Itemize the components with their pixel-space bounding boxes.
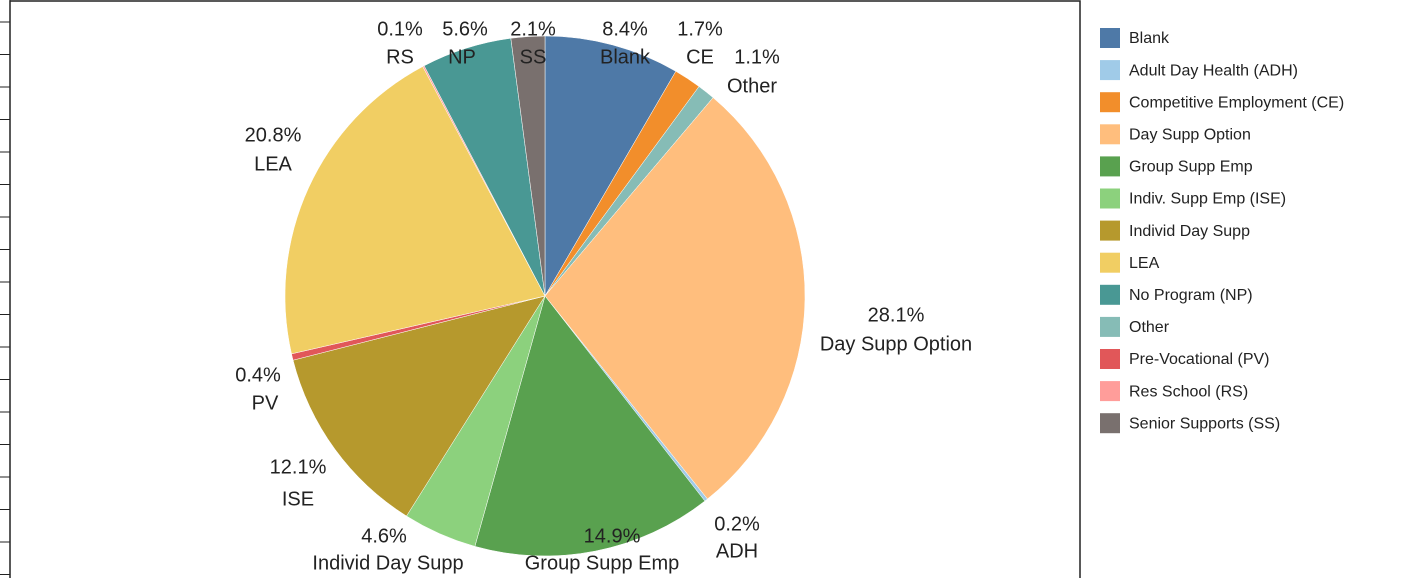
legend-swatch	[1100, 413, 1120, 434]
slice-label: Group Supp Emp	[525, 552, 680, 574]
slice-label: PV	[252, 392, 279, 414]
legend-swatch	[1100, 156, 1120, 177]
data-label: 0.1%	[377, 18, 423, 40]
pie-slice	[292, 295, 546, 517]
slice-label: Day Supp Option	[820, 333, 972, 355]
slice-label: SS	[520, 46, 547, 68]
legend-label: Competitive Employment (CE)	[1129, 94, 1344, 111]
slice-label: CE	[686, 46, 714, 68]
slice-label: Other	[727, 75, 777, 97]
legend-swatch	[1100, 252, 1120, 273]
legend-label: Individ Day Supp	[1129, 223, 1250, 240]
data-label: 4.6%	[361, 525, 407, 547]
legend-swatch	[1100, 220, 1120, 241]
data-label: 0.4%	[235, 364, 281, 386]
legend-label: Group Supp Emp	[1129, 159, 1253, 176]
legend-swatch	[1100, 92, 1120, 113]
legend-label: Senior Supports (SS)	[1129, 415, 1280, 432]
legend-label: Blank	[1129, 30, 1170, 47]
slice-label: Individ Day Supp	[312, 552, 463, 574]
slice-label: ISE	[282, 488, 314, 510]
slice-label: NP	[448, 46, 476, 68]
data-label: 28.1%	[868, 304, 925, 326]
pie-slice	[474, 295, 706, 557]
slice-label: ADH	[716, 540, 758, 562]
legend-label: Indiv. Supp Emp (ISE)	[1129, 191, 1286, 208]
slice-label: LEA	[254, 153, 292, 175]
pie-slice	[284, 66, 546, 355]
legend-swatch	[1100, 349, 1120, 369]
legend-swatch	[1100, 316, 1120, 337]
legend-swatch	[1100, 60, 1120, 81]
legend-label: No Program (NP)	[1129, 287, 1253, 304]
legend-swatch	[1100, 284, 1120, 305]
legend-label: Day Supp Option	[1129, 127, 1251, 144]
pie-slice	[510, 35, 546, 297]
legend-label: Res School (RS)	[1129, 383, 1248, 400]
data-label: 1.1%	[734, 46, 780, 68]
data-label: 0.2%	[714, 513, 760, 535]
legend-label: Other	[1129, 319, 1170, 336]
data-label: 2.1%	[510, 18, 556, 40]
data-label: 20.8%	[245, 124, 302, 146]
legend-swatch	[1100, 28, 1120, 48]
left-ticks	[0, 21, 10, 575]
data-label: 12.1%	[270, 456, 327, 478]
data-label: 1.7%	[677, 18, 723, 40]
legend-swatch	[1100, 188, 1120, 209]
legend-label: LEA	[1129, 255, 1160, 272]
data-label: 8.4%	[602, 18, 648, 40]
data-label: 5.6%	[442, 18, 488, 40]
slice-label: RS	[386, 46, 414, 68]
legend-label: Adult Day Health (ADH)	[1129, 62, 1298, 79]
slice-label: Blank	[600, 46, 651, 68]
legend-swatch	[1100, 381, 1120, 402]
legend-label: Pre-Vocational (PV)	[1129, 351, 1270, 368]
pie-slice	[544, 35, 677, 297]
pie-slice	[544, 97, 806, 500]
data-label: 14.9%	[584, 525, 641, 547]
legend-swatch	[1100, 124, 1120, 145]
